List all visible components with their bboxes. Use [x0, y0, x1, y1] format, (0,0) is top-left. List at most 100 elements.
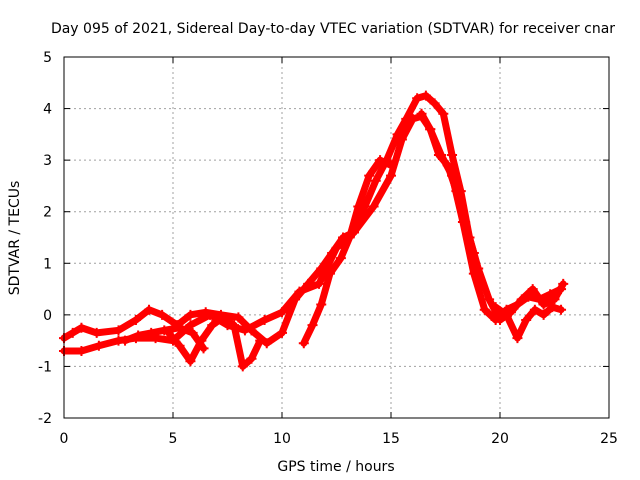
- data-point: [370, 175, 381, 186]
- data-point: [451, 186, 462, 197]
- y-tick-label: 2: [43, 205, 52, 221]
- satellite-track-5: [298, 155, 396, 349]
- data-point: [529, 304, 540, 315]
- data-point: [277, 327, 287, 338]
- data-point: [501, 309, 512, 320]
- data-point: [556, 304, 567, 315]
- x-tick-label: 5: [169, 431, 178, 447]
- data-point: [401, 113, 412, 124]
- data-point: [144, 304, 155, 315]
- data-point: [425, 124, 436, 135]
- y-tick-labels: -2 -1 0 1 2 3 4 5: [38, 50, 52, 427]
- data-point: [364, 170, 375, 181]
- data-point: [549, 294, 560, 305]
- data-point: [133, 330, 144, 341]
- data-point: [146, 327, 157, 338]
- data-point: [157, 309, 168, 320]
- data-point: [237, 361, 248, 372]
- data-point: [261, 338, 272, 349]
- y-tick-label: 0: [43, 308, 52, 324]
- x-tick-label: 15: [382, 431, 400, 447]
- data-point: [484, 294, 495, 305]
- x-tick-label: 25: [600, 431, 618, 447]
- y-tick-label: 3: [43, 153, 52, 169]
- y-tick-label: -2: [38, 411, 52, 427]
- data-point: [490, 302, 501, 313]
- x-tick-label: 0: [60, 431, 69, 447]
- data-point: [120, 335, 131, 346]
- y-tick-label: 1: [43, 256, 52, 272]
- data-point: [442, 160, 453, 171]
- data-point: [314, 278, 325, 289]
- data-point: [130, 315, 141, 326]
- data-point: [447, 149, 458, 160]
- data-point: [290, 294, 301, 305]
- data-point: [420, 90, 431, 101]
- data-point: [433, 149, 444, 160]
- data-point: [521, 315, 532, 326]
- data-point: [460, 217, 471, 228]
- data-point: [392, 129, 403, 140]
- data-point: [174, 322, 185, 333]
- data-point: [527, 284, 538, 295]
- data-point: [538, 309, 549, 320]
- data-point: [76, 322, 87, 333]
- data-point: [547, 302, 558, 313]
- satellite-track-6: [416, 108, 479, 258]
- data-point: [187, 327, 198, 338]
- data-point: [344, 232, 355, 243]
- plot-frame: [63, 56, 610, 419]
- x-tick-label: 10: [273, 431, 291, 447]
- data-point: [229, 320, 240, 331]
- series-trace: [492, 303, 565, 342]
- data-point: [185, 320, 196, 331]
- data-point: [93, 340, 104, 351]
- y-tick-label: -1: [38, 359, 52, 375]
- data-point: [259, 315, 270, 326]
- data-point: [163, 327, 174, 338]
- data-point: [67, 327, 78, 338]
- y-tick-label: 5: [43, 50, 52, 66]
- y-tick-label: 4: [43, 102, 52, 118]
- x-axis-label: GPS time / hours: [277, 459, 394, 475]
- data-point: [307, 320, 318, 331]
- data-point: [558, 278, 569, 289]
- data-point: [113, 325, 124, 336]
- satellite-track-4: [163, 312, 266, 372]
- data-point: [174, 340, 185, 351]
- data-point: [368, 201, 379, 212]
- series-trace: [165, 313, 264, 370]
- data-point: [255, 335, 266, 346]
- data-point: [324, 268, 335, 279]
- data-point: [233, 312, 244, 323]
- data-point: [185, 309, 196, 320]
- series-trace: [60, 92, 567, 347]
- data-point: [375, 155, 386, 166]
- x-tick-labels: 0 5 10 15 20 25: [60, 431, 618, 447]
- data-point: [207, 320, 218, 331]
- series-trace: [300, 156, 395, 347]
- data-point: [438, 108, 449, 119]
- data-point: [412, 93, 423, 104]
- data-point: [545, 289, 556, 300]
- data-point: [516, 294, 527, 305]
- data-point: [512, 333, 523, 344]
- y-axis-label: SDTVAR / TECUs: [7, 181, 23, 296]
- data-point: [196, 335, 207, 346]
- satellite-track-2: [59, 90, 569, 349]
- data-point: [246, 325, 257, 336]
- data-point: [386, 170, 396, 181]
- data-point: [303, 278, 314, 289]
- data-point: [335, 253, 346, 264]
- data-point: [538, 299, 549, 310]
- data-point: [396, 134, 407, 145]
- data-point: [91, 327, 102, 338]
- satellite-track-7: [490, 302, 567, 344]
- chart-title: Day 095 of 2021, Sidereal Day-to-day VTE…: [51, 21, 615, 37]
- data-point: [386, 160, 396, 171]
- data-point: [416, 108, 427, 119]
- data-point: [246, 353, 257, 364]
- data-point: [429, 98, 440, 109]
- data-point: [200, 307, 211, 318]
